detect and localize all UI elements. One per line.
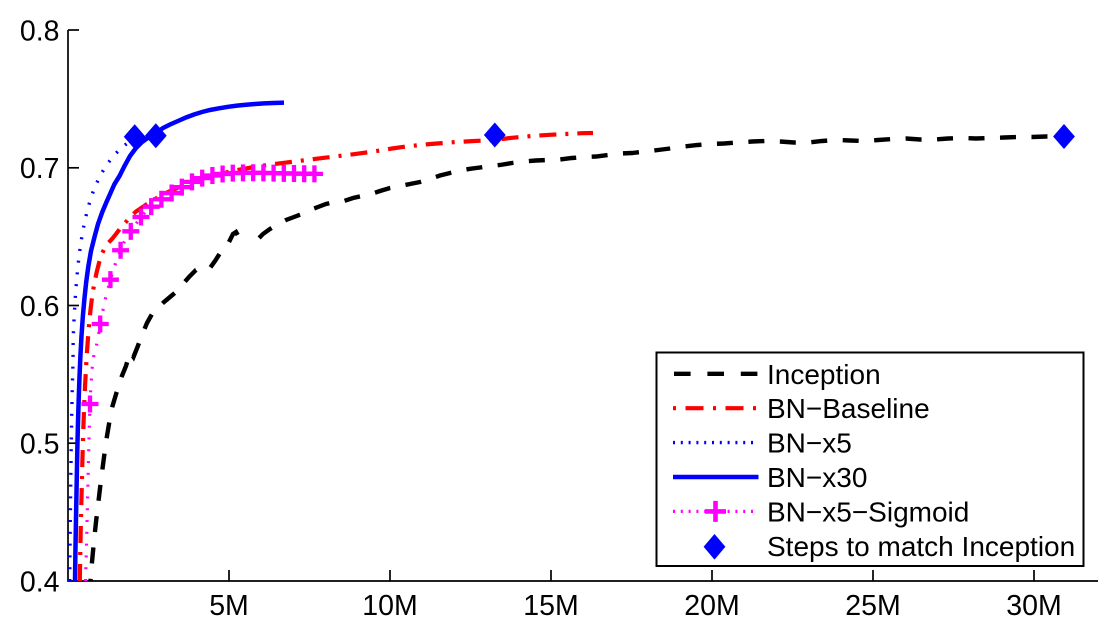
svg-text:BN−x5: BN−x5 xyxy=(767,428,852,459)
svg-text:0.5: 0.5 xyxy=(20,429,60,461)
svg-text:BN−x5−Sigmoid: BN−x5−Sigmoid xyxy=(767,496,969,527)
svg-text:0.7: 0.7 xyxy=(20,153,60,185)
svg-text:10M: 10M xyxy=(362,590,417,622)
svg-text:0.6: 0.6 xyxy=(20,291,60,323)
svg-text:Inception: Inception xyxy=(767,359,881,390)
svg-text:15M: 15M xyxy=(523,590,578,622)
svg-text:25M: 25M xyxy=(845,590,900,622)
svg-text:BN−x30: BN−x30 xyxy=(767,462,867,493)
svg-text:5M: 5M xyxy=(209,590,249,622)
svg-text:BN−Baseline: BN−Baseline xyxy=(767,393,930,424)
svg-text:0.8: 0.8 xyxy=(20,15,60,47)
svg-text:30M: 30M xyxy=(1006,590,1061,622)
svg-text:Steps to match Inception: Steps to match Inception xyxy=(767,531,1075,562)
svg-text:0.4: 0.4 xyxy=(20,566,60,598)
svg-text:20M: 20M xyxy=(684,590,739,622)
